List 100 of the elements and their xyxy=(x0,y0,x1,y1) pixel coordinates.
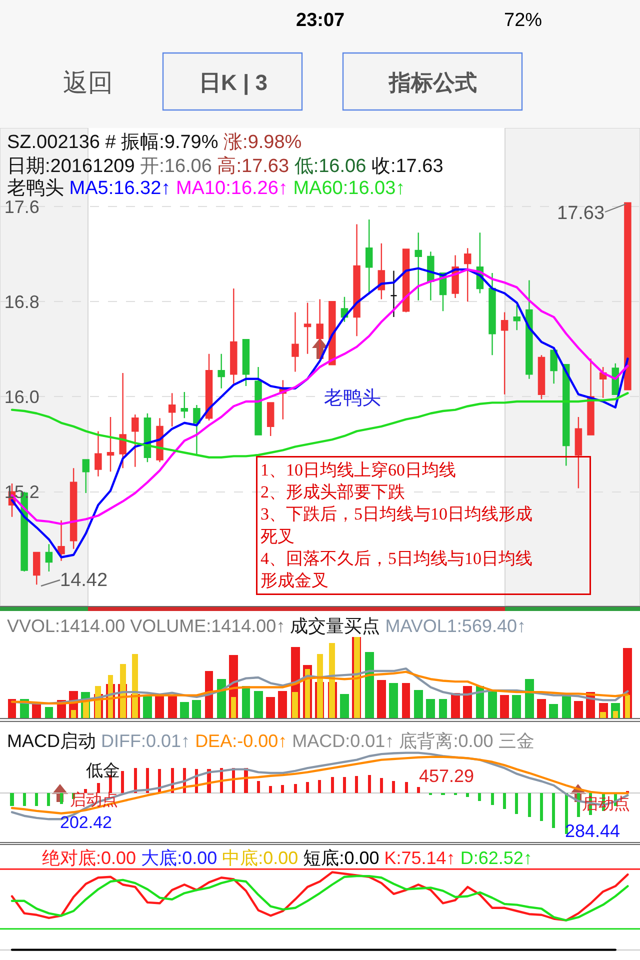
text: 日K | 3 xyxy=(199,70,268,95)
bar xyxy=(317,654,323,718)
candlestick xyxy=(45,544,53,572)
bar xyxy=(574,701,583,718)
bar xyxy=(405,782,408,793)
series-label: MAVOL1:569.40↑ xyxy=(385,616,526,636)
candlestick xyxy=(82,459,90,494)
bar xyxy=(500,695,509,718)
bar xyxy=(32,703,41,718)
bar xyxy=(120,664,126,718)
text: 日期:20161209 开:16.06 高:17.63 低:16.06 收:17.63 xyxy=(7,155,444,177)
candlestick xyxy=(513,304,520,331)
candlestick xyxy=(414,232,422,302)
candlestick xyxy=(538,354,546,400)
candlestick xyxy=(550,348,558,384)
bar xyxy=(600,712,606,718)
bar xyxy=(525,679,534,718)
bar xyxy=(512,695,521,718)
bar xyxy=(389,683,398,718)
bar xyxy=(254,691,263,718)
chart-title: SZ.002136 # 振幅:9.79% 涨:9.98% xyxy=(7,132,302,153)
bar xyxy=(414,690,423,718)
candlestick xyxy=(94,430,102,477)
bar xyxy=(318,780,321,793)
series-label: DEA:-0.00↑ xyxy=(195,731,288,751)
bar xyxy=(426,699,435,718)
candlestick xyxy=(464,247,472,302)
candlestick xyxy=(562,364,570,466)
candlestick xyxy=(624,202,632,390)
candlestick xyxy=(70,467,78,550)
bar xyxy=(292,692,298,718)
bar xyxy=(552,793,555,828)
candlestick xyxy=(254,366,262,436)
text: 短底:0.00 xyxy=(303,848,380,868)
candlestick xyxy=(378,242,386,300)
bar xyxy=(45,707,53,718)
candlestick xyxy=(574,416,582,489)
candlestick xyxy=(353,224,360,337)
bar xyxy=(368,775,371,793)
chart-title: VVOL:1414.00 VOLUME:1414.00↑ 成交量买点 xyxy=(7,616,380,636)
bar xyxy=(613,711,618,718)
bar xyxy=(242,686,250,718)
candlestick xyxy=(218,353,225,389)
candlestick xyxy=(292,312,299,372)
series-label: DIFF:0.01↑ xyxy=(101,731,190,751)
bar xyxy=(463,686,472,718)
candlestick xyxy=(168,392,176,428)
text: 72% xyxy=(504,10,542,31)
bar xyxy=(97,783,100,793)
series-label: D:62.52↑ xyxy=(460,848,532,868)
text: 23:07 xyxy=(296,10,345,31)
candlestick xyxy=(500,312,508,395)
chart-subtitle: MACD:0.01↑ 底背离:0.00 三金 xyxy=(292,731,534,751)
bar xyxy=(491,793,494,805)
bar xyxy=(439,699,447,718)
bar xyxy=(71,710,76,718)
bar xyxy=(488,690,497,718)
bar xyxy=(577,793,580,817)
bar xyxy=(402,683,410,718)
y-tick-label: 16.8 xyxy=(4,292,40,312)
text: MA60:16.03↑ xyxy=(293,178,406,199)
bar xyxy=(8,699,16,718)
bar xyxy=(355,776,358,793)
bar xyxy=(294,784,297,793)
bar xyxy=(168,695,177,718)
bar xyxy=(257,781,260,793)
candlestick xyxy=(180,391,188,419)
bar xyxy=(134,768,137,793)
bar xyxy=(132,654,138,718)
bar xyxy=(549,704,558,718)
bar xyxy=(10,793,14,806)
bar xyxy=(392,781,395,793)
annotation: 17.63 xyxy=(557,203,605,224)
bar xyxy=(365,652,374,718)
annotation: 202.42 xyxy=(60,813,112,832)
bar xyxy=(143,695,152,718)
candlestick xyxy=(119,372,126,469)
bar xyxy=(217,679,226,718)
y-tick-label: 16.0 xyxy=(4,387,40,408)
bar xyxy=(60,793,63,804)
annotation: 284.44 xyxy=(565,821,620,841)
candlestick xyxy=(390,270,398,318)
candlestick xyxy=(230,288,238,384)
candlestick xyxy=(304,302,312,355)
bar xyxy=(23,793,26,806)
bar xyxy=(451,693,460,718)
bar xyxy=(515,793,518,814)
bar xyxy=(340,694,349,718)
candlestick xyxy=(316,298,324,360)
candlestick xyxy=(193,404,200,456)
bar xyxy=(343,777,346,793)
annotation: 低金 xyxy=(86,761,120,780)
bar xyxy=(84,789,87,793)
candlestick xyxy=(205,353,213,422)
annotation: 457.29 xyxy=(419,766,474,786)
candlestick xyxy=(58,520,65,562)
bar xyxy=(266,697,275,718)
chart-title: MACD启动 xyxy=(7,731,96,751)
bar xyxy=(192,700,201,718)
y-tick-label: 17.6 xyxy=(4,196,40,217)
